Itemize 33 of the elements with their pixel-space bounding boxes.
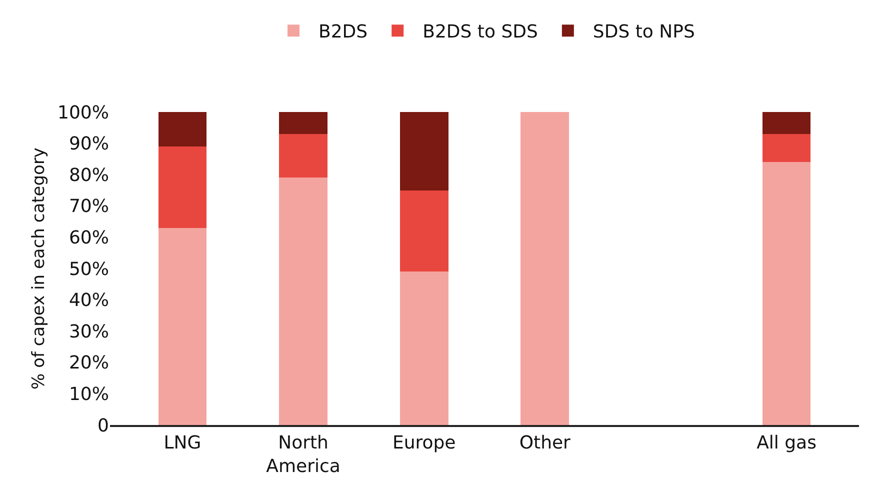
y-tick-label: 100%	[58, 102, 109, 124]
legend-label: B2DS to SDS	[422, 22, 538, 43]
bar	[400, 272, 448, 425]
bar	[158, 112, 207, 146]
x-tick-label: LNG	[164, 432, 202, 454]
bar	[400, 190, 448, 272]
y-tick-label: 50%	[68, 258, 109, 280]
y-tick-label: 80%	[68, 164, 109, 186]
x-tick-label: Europe	[392, 432, 456, 454]
y-tick-label: 0	[98, 415, 109, 436]
bar	[279, 112, 328, 134]
bar	[762, 112, 811, 134]
bar	[279, 134, 328, 178]
y-tick-label: 90%	[68, 134, 109, 155]
bar	[762, 162, 811, 425]
y-tick-label: 40%	[68, 290, 109, 312]
x-tick-label: All gas	[756, 432, 816, 454]
y-tick-label: 10%	[68, 384, 109, 405]
x-tick-label: Other	[519, 432, 572, 454]
y-tick-label: 70%	[68, 196, 109, 218]
bar	[279, 178, 328, 425]
legend-label: SDS to NPS	[592, 22, 695, 43]
bar	[520, 112, 570, 425]
bar	[158, 146, 207, 228]
y-tick-label: 30%	[68, 321, 109, 342]
y-tick-label: 20%	[68, 352, 109, 374]
y-tick-label: 60%	[68, 228, 109, 248]
y-axis-title: % of capex in each category	[29, 148, 50, 390]
bar	[400, 112, 448, 190]
legend-label: B2DS	[318, 22, 368, 43]
bar	[762, 134, 811, 162]
bar	[158, 228, 207, 425]
x-tick-label: North America	[266, 432, 340, 477]
